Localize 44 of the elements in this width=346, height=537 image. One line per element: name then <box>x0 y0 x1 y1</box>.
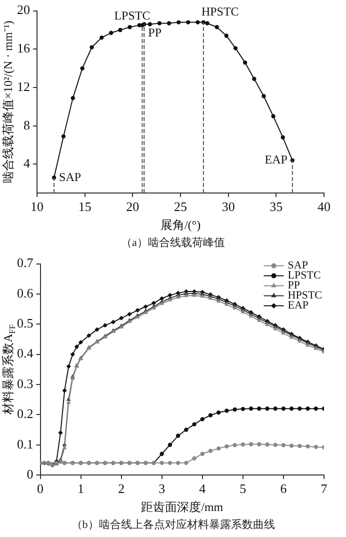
x-tick-label: 1 <box>78 481 84 496</box>
ref-line-label: SAP <box>59 170 82 184</box>
legend-label: HPSTC <box>288 290 322 302</box>
legend-label: EAP <box>288 300 309 312</box>
x-axis-title: 展角/(°) <box>160 218 201 232</box>
y-tick-label: 20 <box>17 2 30 18</box>
legend-label: LPSTC <box>288 270 321 282</box>
x-tick-label: 35 <box>270 199 283 214</box>
text: （b）啮合线上各点对应材料暴露系数曲线 <box>70 518 276 533</box>
x-tick-label: 15 <box>78 199 92 214</box>
y-tick-label: 0.1 <box>17 436 34 452</box>
y-axis-title: 材料暴露系数AFF <box>1 324 17 416</box>
x-tick-label: 5 <box>240 481 246 496</box>
y-tick-label: 12 <box>17 78 30 94</box>
x-tick-label: 10 <box>30 199 44 214</box>
y-tick-label: 0.7 <box>17 255 34 270</box>
legend-label: PP <box>288 280 300 292</box>
ref-line-label: HPSTC <box>201 4 239 18</box>
x-tick-label: 4 <box>199 481 206 496</box>
y-tick-label: 0.3 <box>17 376 34 391</box>
x-tick-label: 40 <box>318 199 330 214</box>
ref-line-label: LPSTC <box>114 8 150 22</box>
y-axis-title: 啮合线载荷峰值×10²/(N · mm⁻¹) <box>1 20 16 184</box>
x-tick-label: 25 <box>174 199 187 214</box>
x-tick-label: 0 <box>37 481 44 496</box>
x-tick-label: 6 <box>280 481 288 496</box>
y-tick-label: 8 <box>24 117 30 132</box>
x-tick-label: 20 <box>126 199 140 214</box>
x-tick-label: 30 <box>222 199 235 214</box>
x-tick-label: 2 <box>118 481 125 496</box>
y-tick-label: 16 <box>17 40 30 56</box>
y-tick-label: 0 <box>26 466 34 482</box>
y-tick-label: 0.4 <box>17 346 34 361</box>
x-axis-title: 距齿面深度/mm <box>141 500 224 514</box>
ref-line-label: PP <box>148 25 162 40</box>
y-tick-label: 0.2 <box>17 406 34 422</box>
y-tick-label: 0.5 <box>17 316 34 331</box>
ref-line-label: EAP <box>264 152 288 167</box>
x-tick-label: 3 <box>158 481 166 496</box>
y-tick-label: 0.6 <box>17 285 34 300</box>
y-tick-label: 4 <box>24 156 30 171</box>
text: （a）啮合线载荷峰值 <box>120 236 226 251</box>
x-tick-label: 7 <box>320 481 328 496</box>
legend-label: SAP <box>288 260 308 272</box>
